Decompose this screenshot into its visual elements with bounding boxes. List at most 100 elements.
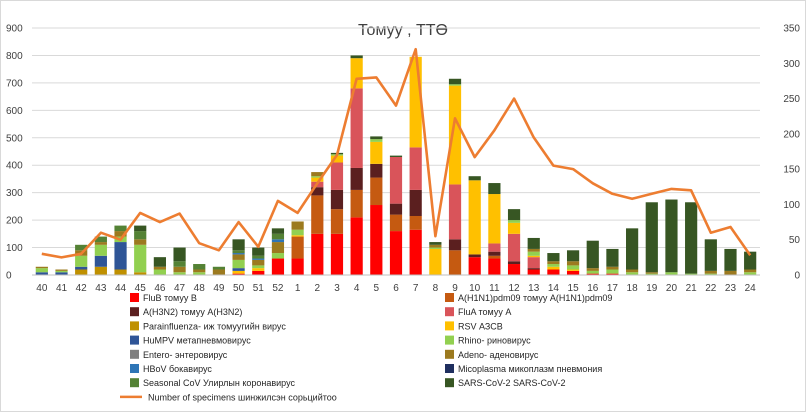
bar-segment <box>252 259 265 266</box>
y2-tick-label: 350 <box>783 24 800 35</box>
x-tick-label: 1 <box>295 283 301 294</box>
bar-segment <box>252 268 265 271</box>
x-tick-label: 47 <box>174 283 186 294</box>
bar-segment <box>566 265 580 270</box>
bar-segment <box>468 176 481 181</box>
bar-segment <box>193 269 206 273</box>
x-tick-label: 12 <box>508 283 520 294</box>
bar-segment <box>153 257 166 267</box>
bar-segment <box>586 268 599 271</box>
bar-segment <box>370 163 383 178</box>
x-tick-label: 24 <box>745 283 757 294</box>
y-axis-right: 0 50 100 150 200 250 300 350 <box>783 24 800 282</box>
bar-segment <box>566 250 580 262</box>
x-tick-label: 42 <box>76 283 88 294</box>
bar-segment <box>291 221 304 230</box>
bar-segment <box>744 269 757 273</box>
y-tick-label: 800 <box>6 51 23 62</box>
bar-segment <box>271 242 285 254</box>
bar-segment <box>75 269 88 275</box>
bar-segment <box>488 255 501 259</box>
x-tick-label: 22 <box>705 283 717 294</box>
x-tick-label: 2 <box>315 283 321 294</box>
bar-segment <box>311 187 324 196</box>
bar-segment <box>409 215 422 230</box>
bar-segment <box>153 269 166 275</box>
bar-segment <box>606 269 619 274</box>
bar-segment <box>468 254 481 258</box>
x-tick-label: 49 <box>213 283 225 294</box>
bar-segment <box>94 266 107 275</box>
y-tick-label: 400 <box>6 161 23 172</box>
legend-label: Adeno- аденовирус <box>458 350 539 360</box>
x-tick-label: 48 <box>194 283 206 294</box>
legend-label: FluA томуу A <box>458 307 511 317</box>
bar-segment <box>645 202 658 273</box>
y-tick-label: 0 <box>6 271 12 282</box>
bar-segment <box>55 269 68 271</box>
bar-segment <box>488 258 501 275</box>
bar-segment <box>448 85 462 185</box>
bar-segment <box>527 269 540 275</box>
bar-segment <box>429 248 442 275</box>
bar-segment <box>370 205 383 275</box>
bar-segment <box>389 203 403 215</box>
y-tick-label: 200 <box>6 216 23 227</box>
legend-label: Number of specimens шинжилсэн сорьцийтоо <box>148 392 337 402</box>
bar-segment <box>370 139 383 142</box>
x-tick-label: 5 <box>374 283 380 294</box>
bar-segment <box>134 244 147 273</box>
legend-swatch <box>445 307 454 317</box>
bar-segment <box>606 273 619 275</box>
bar-segment <box>94 244 107 256</box>
bar-segment <box>488 194 501 244</box>
bar-segment <box>330 189 344 210</box>
bar-segment <box>75 255 88 267</box>
legend-label: HBoV бокавирус <box>143 364 212 374</box>
legend-label: Parainfluenza- иж томуугийн вирус <box>143 321 286 331</box>
legend-label: Seasonal CoV Улирлын коронавирус <box>143 378 295 388</box>
bar-segment <box>232 254 245 260</box>
x-tick-label: 4 <box>354 283 360 294</box>
bar-segment <box>134 239 147 245</box>
bar-segment <box>704 273 717 275</box>
legend-label: Entero- энтеровирус <box>143 350 228 360</box>
bar-segment <box>409 189 422 216</box>
y-tick-label: 500 <box>6 133 23 144</box>
bar-segment <box>134 272 147 275</box>
bar-segment <box>252 247 265 256</box>
bar-segment <box>311 233 324 275</box>
bar-segment <box>685 273 698 275</box>
x-tick-label: 10 <box>469 283 481 294</box>
bar-segment <box>291 258 304 275</box>
bar-segment <box>232 253 245 255</box>
bar-segment <box>448 250 462 275</box>
x-tick-label: 21 <box>686 283 698 294</box>
legend: FluB томуу B A(H1N1)pdm09 томуу A(H1N1)pd… <box>120 293 612 402</box>
bar-segment <box>330 155 344 163</box>
y-tick-label: 600 <box>6 106 23 117</box>
x-tick-label: 6 <box>393 283 399 294</box>
legend-swatch <box>130 364 139 373</box>
bar-segment <box>626 228 639 270</box>
bar-segment <box>173 272 186 275</box>
bar-segment <box>566 261 580 266</box>
x-tick-label: 11 <box>489 283 500 294</box>
bar-segment <box>724 270 737 275</box>
bar-segment <box>271 228 285 234</box>
bar-segment <box>507 220 521 223</box>
y2-tick-label: 50 <box>789 235 801 246</box>
x-tick-label: 52 <box>272 283 284 294</box>
bar-segment <box>271 239 285 243</box>
x-tick-label: 50 <box>233 283 245 294</box>
bar-segment <box>232 259 245 269</box>
bar-segment <box>350 217 363 275</box>
y2-tick-label: 150 <box>783 165 800 176</box>
bar-segment <box>744 251 757 270</box>
bar-segment <box>35 266 48 269</box>
bar-segment <box>173 261 186 267</box>
bar-segment <box>291 236 304 259</box>
bar-segment <box>330 162 344 190</box>
x-tick-label: 46 <box>154 283 166 294</box>
